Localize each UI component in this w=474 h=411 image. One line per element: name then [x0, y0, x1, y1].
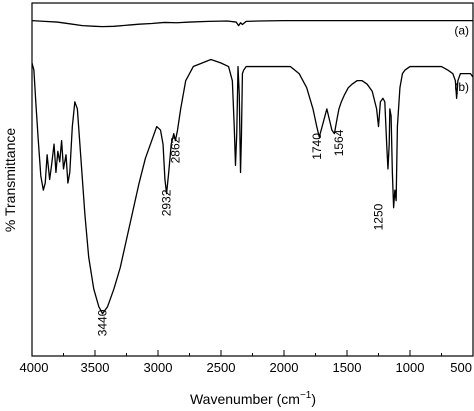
x-axis-tick-labels: 4000 3500 3000 2500 2000 1500 1000 500	[20, 360, 472, 375]
x-axis-ticks	[31, 350, 474, 356]
spectra-curves	[31, 20, 474, 315]
series-label-a: (a)	[454, 24, 469, 38]
peak-label-1250: 1250	[372, 203, 386, 230]
x-tick-label: 1500	[333, 360, 362, 375]
series-line-b	[31, 58, 474, 315]
series-label-b: (b)	[454, 80, 469, 94]
series-line-a	[31, 20, 473, 28]
y-axis-label: % Transmittance	[2, 128, 18, 232]
peak-label-2932: 2932	[160, 189, 174, 216]
series-labels: (a) (b)	[454, 24, 469, 94]
x-tick-label: 2500	[207, 360, 236, 375]
x-tick-label: 4000	[20, 360, 49, 375]
peak-label-2862: 2862	[168, 136, 182, 163]
x-tick-label: 2000	[270, 360, 299, 375]
peak-label-1740: 1740	[310, 133, 324, 160]
x-tick-label: 500	[450, 360, 472, 375]
x-tick-label: 3500	[81, 360, 110, 375]
peak-annotations: 3440 2932 2862 1740 1564 1250	[96, 129, 386, 336]
peak-label-3440: 3440	[96, 309, 110, 336]
peak-label-1564: 1564	[332, 129, 346, 156]
x-tick-label: 3000	[144, 360, 173, 375]
x-tick-label: 1000	[396, 360, 425, 375]
x-axis-label: Wavenumber (cm−1)	[190, 390, 316, 407]
